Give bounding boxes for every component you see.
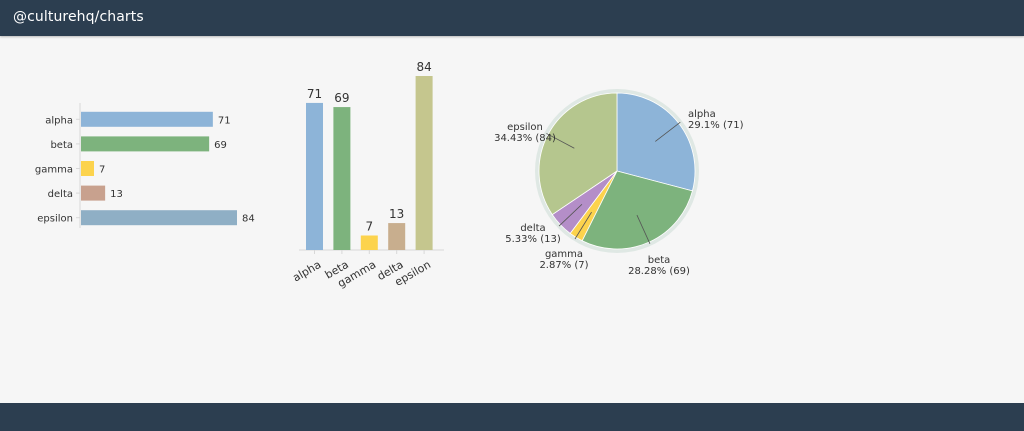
slice-detail-alpha: 29.1% (71)	[688, 120, 744, 131]
bar-gamma	[81, 161, 94, 176]
leader-line-epsilon	[546, 133, 575, 149]
bar-alpha	[81, 111, 213, 127]
slice-detail-epsilon: 34.43% (84)	[494, 133, 556, 144]
data-label-beta: 69	[214, 140, 227, 151]
bar-alpha	[306, 102, 323, 250]
data-label-epsilon: 84	[416, 60, 431, 74]
app-footer	[0, 403, 1024, 431]
slice-detail-gamma: 2.87% (7)	[539, 260, 588, 271]
category-label-alpha: alpha	[45, 115, 73, 126]
leader-line-alpha	[655, 121, 681, 142]
category-label-alpha: alpha	[290, 258, 323, 285]
slice-label-beta: beta	[648, 255, 671, 266]
category-label-gamma: gamma	[35, 165, 73, 176]
bar-epsilon	[81, 210, 237, 226]
slice-detail-delta: 5.33% (13)	[505, 234, 561, 245]
category-label-beta: beta	[50, 140, 73, 151]
slice-label-epsilon: epsilon	[507, 122, 543, 133]
bar-epsilon	[415, 76, 433, 250]
slice-label-alpha: alpha	[688, 109, 716, 120]
leader-line-gamma	[574, 211, 592, 240]
horizontal-bar-chart: alpha 71 beta 69 gamma 7 delta 13 epsilon 84	[35, 103, 255, 228]
bar-delta	[388, 223, 406, 250]
leader-line-beta	[636, 214, 651, 245]
data-label-gamma: 7	[99, 165, 105, 176]
data-label-alpha: 71	[307, 87, 322, 101]
bar-delta	[81, 185, 106, 201]
slice-label-gamma: gamma	[545, 249, 583, 260]
data-label-alpha: 71	[218, 115, 231, 126]
bar-beta	[81, 136, 210, 152]
bar-gamma	[360, 235, 378, 250]
slice-detail-beta: 28.28% (69)	[628, 266, 690, 277]
data-label-gamma: 7	[365, 220, 373, 234]
category-label-delta: delta	[48, 189, 73, 200]
app-title: @culturehq/charts	[13, 9, 144, 25]
data-label-delta: 13	[110, 189, 123, 200]
bar-beta	[333, 107, 351, 250]
data-label-epsilon: 84	[242, 214, 255, 225]
data-label-beta: 69	[334, 91, 349, 105]
app-header: @culturehq/charts	[0, 0, 1024, 36]
data-label-delta: 13	[389, 207, 404, 221]
leader-line-delta	[558, 204, 583, 227]
category-label-epsilon: epsilon	[37, 214, 73, 225]
slice-label-delta: delta	[520, 223, 545, 234]
